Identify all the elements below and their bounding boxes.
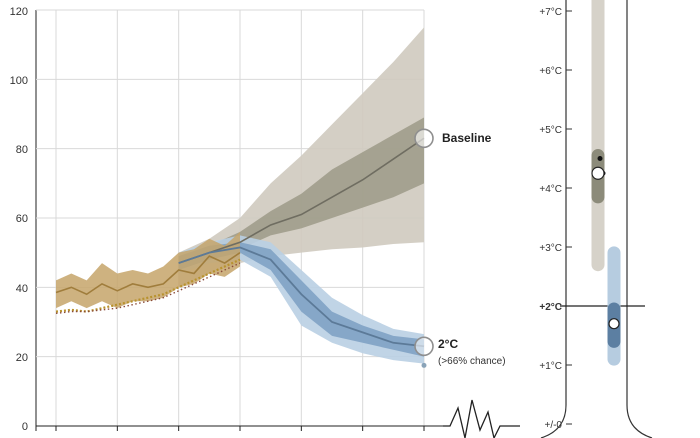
- temperature-tick-label: +2°C: [539, 302, 562, 313]
- baseline-line: [178, 137, 425, 264]
- temperature-tick-label: +6°C: [539, 66, 562, 77]
- two-degree-min-dot: [421, 362, 427, 368]
- two-degree-median-marker: [608, 318, 620, 330]
- temperature-tick-label: +7°C: [539, 7, 562, 18]
- y-tick-label: 20: [16, 352, 28, 364]
- temperature-tick-label: +5°C: [539, 125, 562, 136]
- baseline-median-marker: [591, 166, 605, 180]
- observed-band: [56, 231, 240, 309]
- observed-line: [55, 252, 241, 296]
- y-tick-label: 100: [10, 75, 28, 87]
- left-lines: [55, 137, 425, 348]
- temperature-tick-label: +/-0: [544, 420, 562, 431]
- observed-dotted-line: [55, 258, 241, 313]
- y-tick-label: 0: [22, 421, 28, 433]
- thermometer-outline: [540, 0, 653, 438]
- axis-break-zigzag: [443, 399, 520, 438]
- baseline-outer-band: [178, 27, 424, 288]
- baseline-label: Baseline: [442, 131, 492, 145]
- y-tick-label: 80: [16, 144, 28, 156]
- temperature-range-panel: +/-0 +1°C +2°C +3°C +4°C +5°C +6°C +7°C: [539, 0, 653, 438]
- y-tick-label: 120: [10, 6, 28, 18]
- observed-dotted-line-2: [55, 262, 241, 315]
- two-degree-line: [178, 246, 425, 348]
- temperature-tick-label: +4°C: [539, 184, 562, 195]
- baseline-model-dot: [597, 156, 603, 161]
- baseline-end-marker: [414, 128, 434, 149]
- temperature-tick-label: +1°C: [539, 361, 562, 372]
- two-degree-inner-band: [178, 242, 424, 357]
- temperature-tick-label: +3°C: [539, 243, 562, 254]
- two-degree-label: 2°C: [438, 337, 458, 351]
- y-tick-label: 40: [16, 283, 28, 295]
- series-end-markers: [414, 128, 434, 368]
- y-tick-label: 60: [16, 213, 28, 225]
- left-y-axis: 0 20 40 60 80 100 120: [10, 6, 28, 433]
- two-degree-end-marker: [414, 336, 434, 357]
- two-degree-chance-note: (>66% chance): [438, 356, 506, 367]
